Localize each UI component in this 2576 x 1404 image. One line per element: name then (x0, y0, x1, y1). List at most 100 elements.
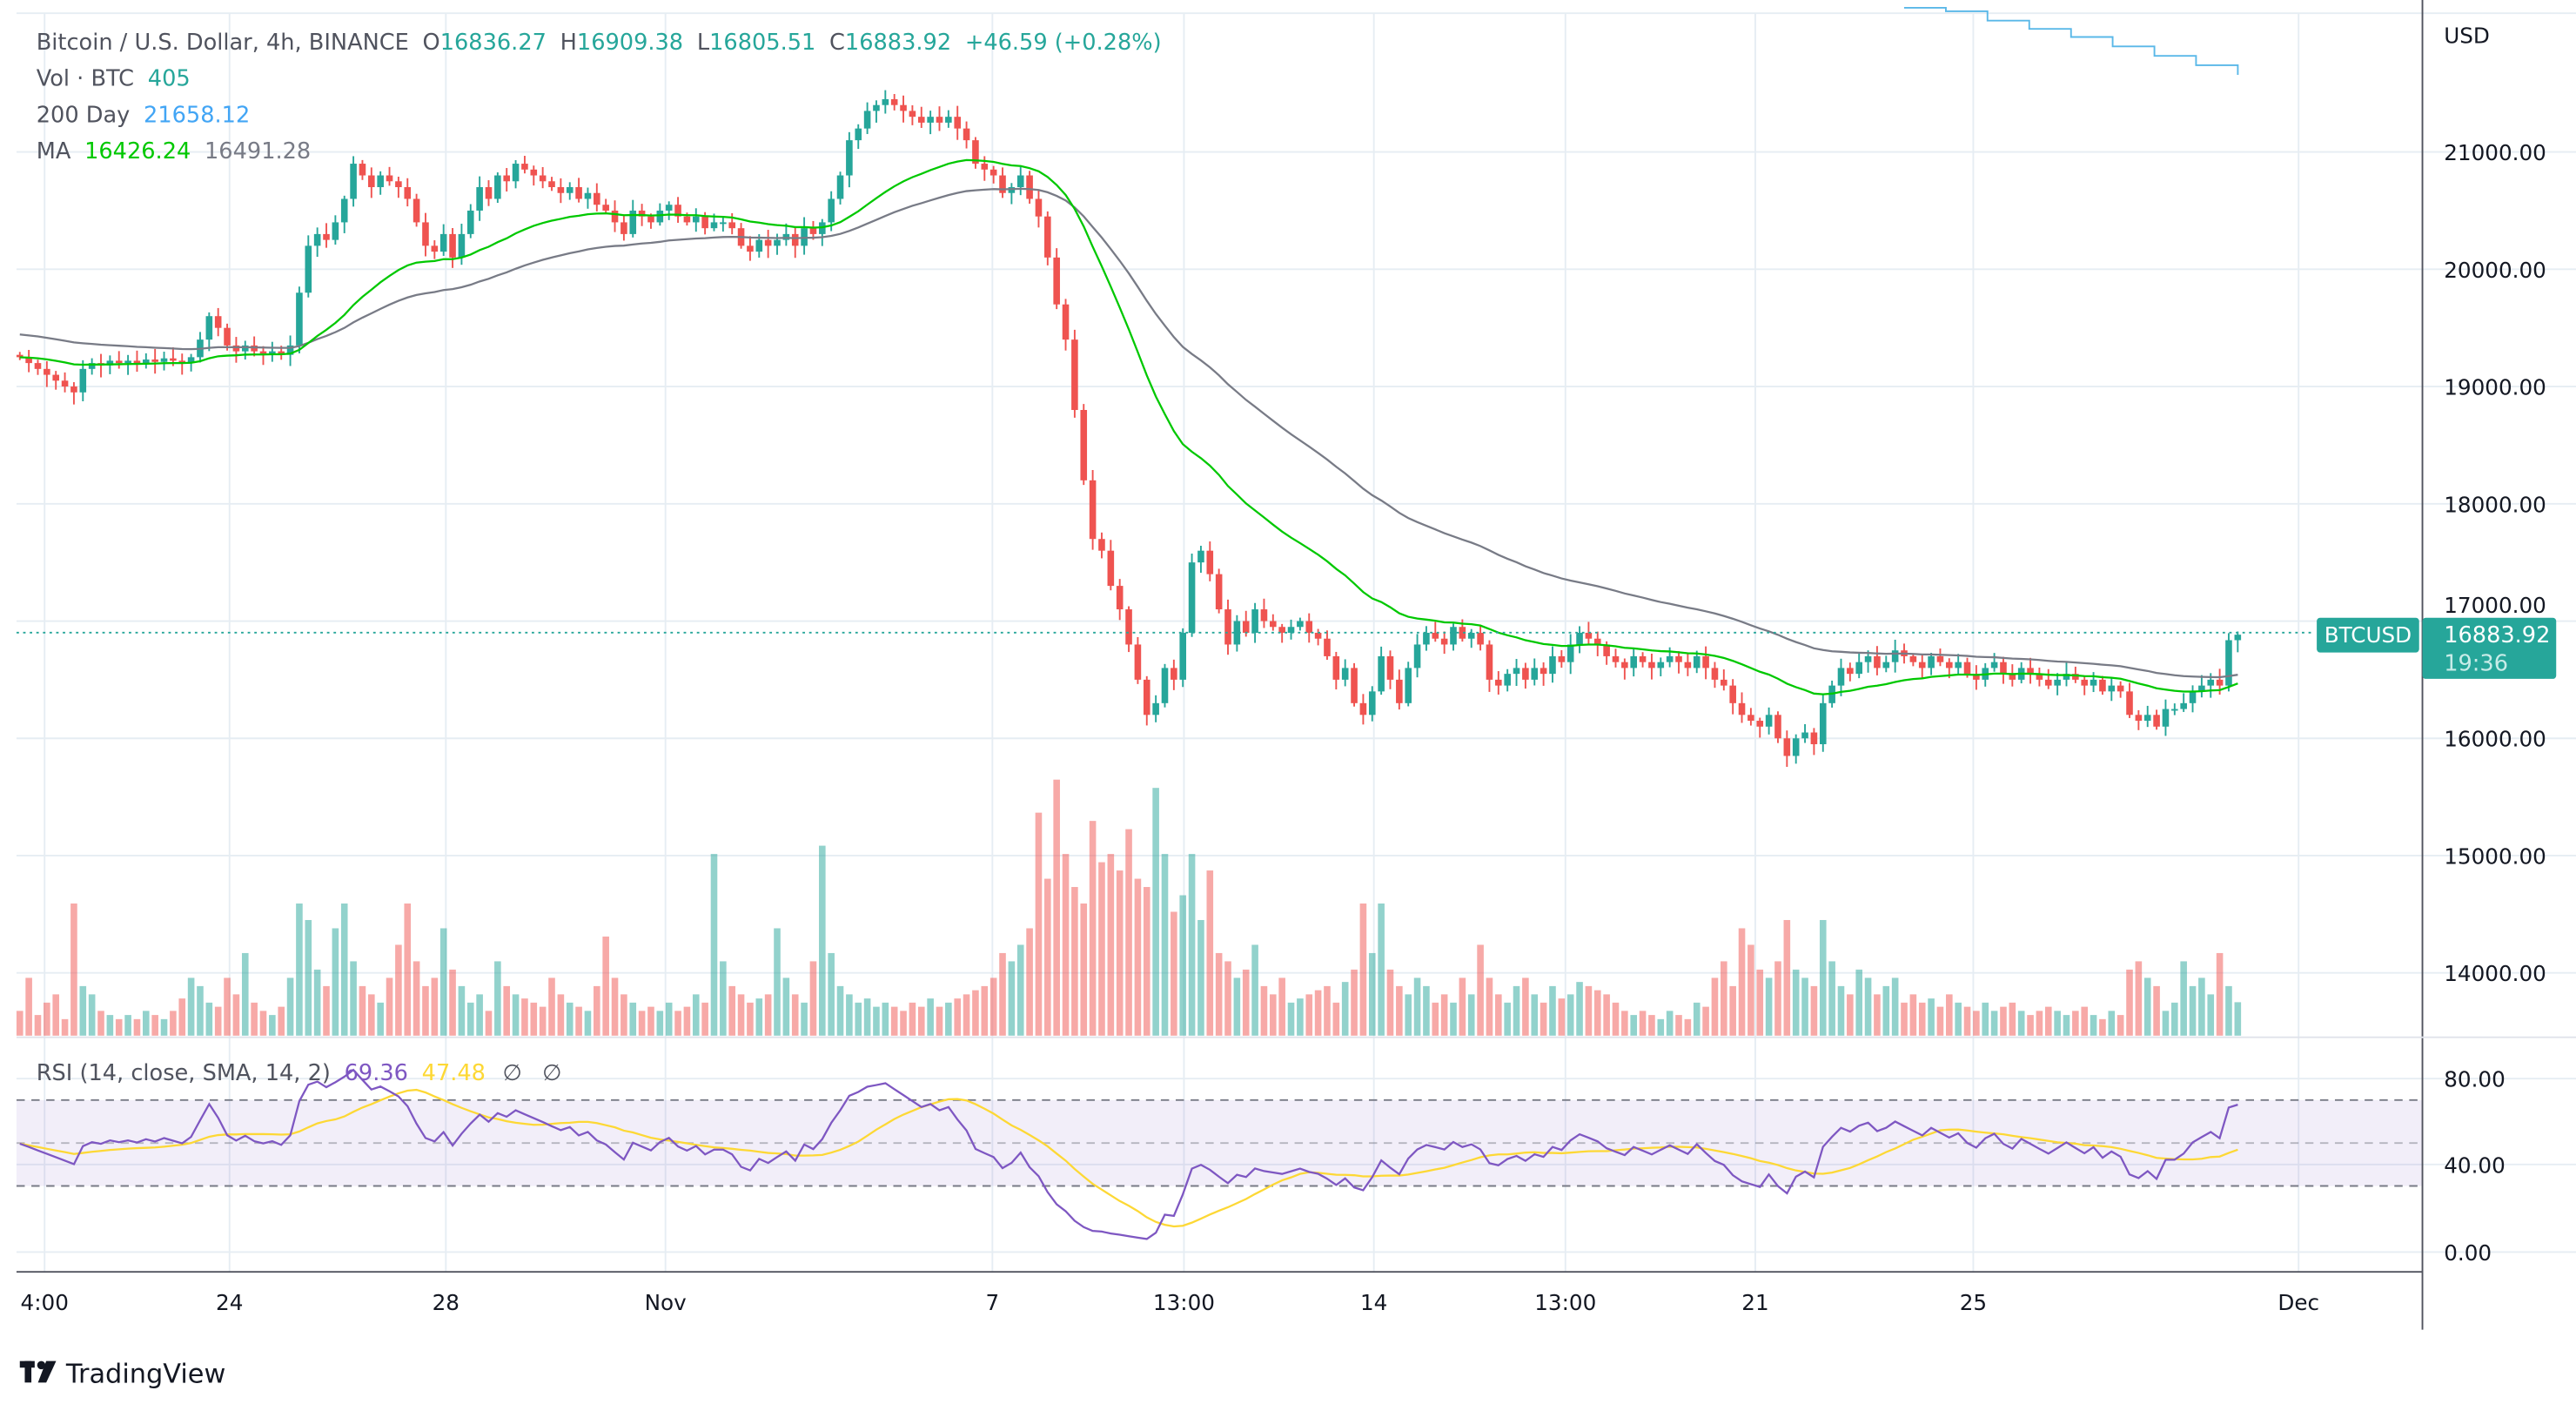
candle-body (1973, 674, 1980, 680)
volume-bar (927, 998, 934, 1036)
tradingview-logo-icon (19, 1360, 57, 1383)
candle-body (2063, 674, 2070, 680)
volume-bar (1044, 878, 1051, 1036)
candle-body (1251, 609, 1258, 633)
candle-body (395, 181, 402, 188)
volume-bar (2198, 977, 2205, 1036)
candle-body (1675, 655, 1682, 662)
volume-bar (1603, 994, 1610, 1036)
candle-body (1819, 702, 1827, 744)
time-tick-label: 25 (1960, 1290, 1987, 1315)
volume-bar (1630, 1015, 1638, 1036)
candle-body (205, 316, 213, 340)
candle-body (1206, 550, 1214, 574)
candle-body (1711, 668, 1719, 680)
candle-body (2108, 685, 2116, 692)
rsi-legend[interactable]: RSI (14, close, SMA, 14, 2) 69.36 47.48 … (37, 1060, 562, 1086)
volume-bar (187, 977, 195, 1036)
candle-body (647, 216, 654, 223)
volume-bar (2036, 1011, 2043, 1036)
rsi-axis[interactable]: 80.00 40.00 0.00 (2444, 1067, 2506, 1266)
candle-body (178, 360, 186, 364)
volume-bar (1287, 1002, 1295, 1036)
time-axis[interactable]: 4:00 24 28 Nov 7 13:00 14 13:00 21 25 Dec (21, 1290, 2320, 1315)
volume-bar (124, 1015, 131, 1036)
volume-bar (1955, 1002, 1962, 1036)
volume-bar (1477, 944, 1484, 1036)
time-tick-label: 24 (216, 1290, 243, 1315)
candle-body (1693, 655, 1701, 668)
candle-body (1946, 662, 1953, 668)
candle-body (621, 222, 627, 234)
volume-bar (52, 994, 60, 1036)
candle-body (1621, 662, 1628, 668)
price-axis[interactable]: 21000.00 20000.00 19000.00 18000.00 17000.00… (2444, 140, 2546, 986)
volume-bar (1612, 1002, 1620, 1036)
symbol-legend[interactable]: Bitcoin / U.S. Dollar, 4h, BINANCE O1683… (37, 30, 1162, 56)
symbol-tag-text: BTCUSD (2324, 622, 2412, 648)
candle-body (377, 175, 384, 188)
ma-legend[interactable]: MA 16426.24 16491.28 (37, 138, 311, 165)
volume-bar (1738, 928, 1746, 1036)
volume-bar (873, 1006, 880, 1036)
volume-bar (1378, 904, 1385, 1036)
day200-legend[interactable]: 200 Day 21658.12 (37, 102, 251, 128)
price-tick-label: 21000.00 (2444, 140, 2546, 165)
volume-bar (900, 1011, 907, 1036)
candle-body (882, 98, 889, 105)
volume-bar (332, 928, 339, 1036)
candle-body (539, 175, 547, 182)
indicator-lines (19, 6, 2239, 1240)
candle-body (900, 104, 907, 111)
volume-bar (1116, 870, 1124, 1036)
candle-body (728, 222, 736, 229)
volume-bar (1368, 952, 1376, 1036)
volume-bar (1386, 969, 1394, 1036)
high-value: 16909.38 (577, 30, 683, 56)
volume-bar (1351, 969, 1358, 1036)
volume-bar (1450, 1002, 1457, 1036)
volume-legend[interactable]: Vol · BTC 405 (37, 66, 191, 92)
volume-bar (828, 952, 835, 1036)
candle-body (1522, 668, 1529, 680)
volume-bar (1729, 985, 1736, 1036)
volume-bar (1657, 1018, 1665, 1036)
candle-body (548, 181, 555, 188)
tradingview-logo[interactable]: TradingView (19, 1359, 226, 1389)
volume-bar (2081, 1006, 2089, 1036)
candle-body (1810, 732, 1818, 744)
candle-body (2207, 679, 2215, 686)
volume-bar (1936, 1006, 1944, 1036)
candle-body (458, 233, 466, 258)
volume-bar (989, 977, 997, 1036)
candle-body (1071, 339, 1078, 410)
candle-body (1215, 574, 1223, 610)
candle-body (1909, 655, 1917, 662)
candle-body (1242, 621, 1250, 633)
candle-body (1359, 702, 1367, 715)
volume-bar (1188, 854, 1196, 1036)
candle-body (1576, 632, 1583, 645)
volume-bar (278, 1006, 285, 1036)
candle-body (828, 198, 835, 223)
candle-body (2153, 715, 2160, 727)
candle-body (1080, 409, 1088, 480)
volume-bar (720, 961, 727, 1036)
volume-bar (1748, 944, 1754, 1036)
volume-bar (1666, 1011, 1674, 1036)
rsi-ma-value: 47.48 (422, 1060, 486, 1086)
volume-bar (466, 1002, 474, 1036)
volume-bar (972, 990, 979, 1036)
candle-body (2180, 702, 2187, 709)
volume-bar (602, 936, 609, 1036)
candle-body (115, 360, 123, 364)
volume-bar (16, 1011, 23, 1036)
candle-body (1486, 644, 1493, 680)
candle-body (439, 233, 447, 252)
time-tick-label: Dec (2277, 1290, 2319, 1315)
volume-bar (1874, 994, 1881, 1036)
candle-body (1378, 655, 1385, 692)
candle-body (2081, 679, 2089, 686)
volume-bar (1107, 854, 1115, 1036)
